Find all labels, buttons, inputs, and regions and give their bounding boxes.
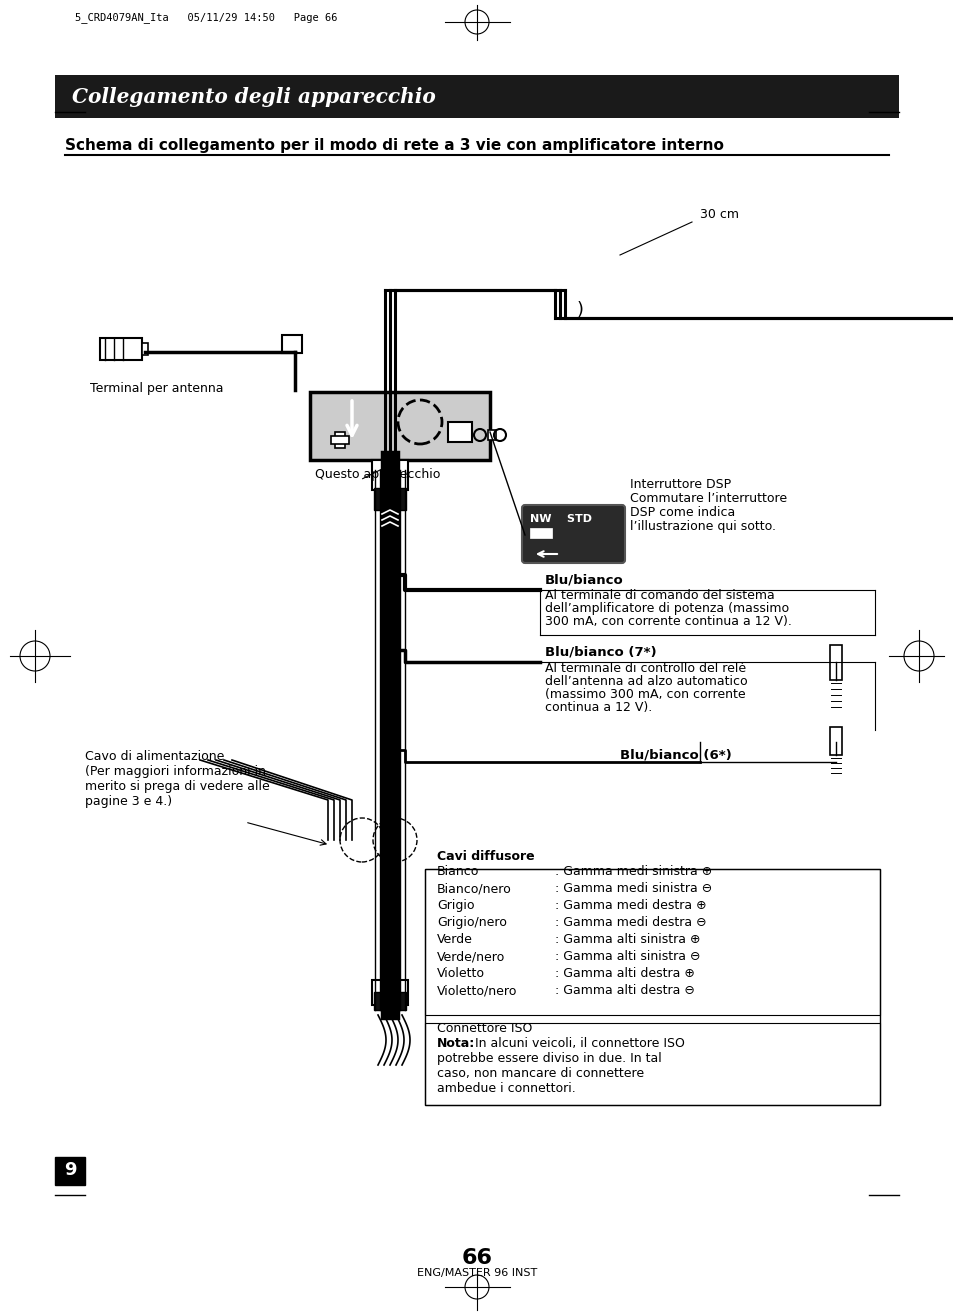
Text: Violetto: Violetto bbox=[436, 966, 484, 979]
Bar bbox=[829, 727, 841, 755]
Text: 300 mA, con corrente continua a 12 V).: 300 mA, con corrente continua a 12 V). bbox=[544, 614, 791, 628]
Text: dell’antenna ad alzo automatico: dell’antenna ad alzo automatico bbox=[544, 675, 747, 688]
Text: 30 cm: 30 cm bbox=[700, 207, 739, 221]
Bar bbox=[424, 869, 879, 1015]
Bar bbox=[335, 432, 345, 448]
Text: Al terminale di controllo del relè: Al terminale di controllo del relè bbox=[544, 662, 745, 675]
Bar bbox=[374, 488, 406, 509]
Text: Verde/nero: Verde/nero bbox=[436, 951, 505, 962]
Bar bbox=[424, 869, 879, 1106]
Bar bbox=[142, 343, 148, 355]
Text: Blu/bianco: Blu/bianco bbox=[544, 572, 623, 586]
Text: : Gamma alti sinistra ⊕: : Gamma alti sinistra ⊕ bbox=[555, 934, 700, 945]
Text: Verde: Verde bbox=[436, 934, 473, 945]
Text: Violetto/nero: Violetto/nero bbox=[436, 983, 517, 997]
Text: : Gamma alti destra ⊕: : Gamma alti destra ⊕ bbox=[555, 966, 694, 979]
Text: potrebbe essere diviso in due. In tal: potrebbe essere diviso in due. In tal bbox=[436, 1052, 661, 1065]
Text: l’illustrazione qui sotto.: l’illustrazione qui sotto. bbox=[629, 520, 775, 533]
Text: Questo apparecchio: Questo apparecchio bbox=[314, 467, 440, 481]
Text: pagine 3 e 4.): pagine 3 e 4.) bbox=[85, 794, 172, 807]
Bar bbox=[100, 337, 142, 360]
Text: NW    STD: NW STD bbox=[530, 513, 592, 524]
Text: Bianco: Bianco bbox=[436, 865, 478, 878]
Text: Cavo di alimentazione: Cavo di alimentazione bbox=[85, 750, 224, 763]
FancyBboxPatch shape bbox=[521, 506, 624, 563]
Text: : Gamma alti sinistra ⊖: : Gamma alti sinistra ⊖ bbox=[555, 951, 700, 962]
Text: Blu/bianco (7*): Blu/bianco (7*) bbox=[544, 645, 656, 658]
Text: Interruttore DSP: Interruttore DSP bbox=[629, 478, 730, 491]
Bar bbox=[829, 645, 841, 680]
Text: 5_CRD4079AN_Ita   05/11/29 14:50   Page 66: 5_CRD4079AN_Ita 05/11/29 14:50 Page 66 bbox=[75, 13, 337, 24]
Bar bbox=[55, 75, 898, 118]
Text: merito si prega di vedere alle: merito si prega di vedere alle bbox=[85, 780, 270, 793]
Text: Nota:: Nota: bbox=[436, 1037, 475, 1050]
Text: ambedue i connettori.: ambedue i connettori. bbox=[436, 1082, 576, 1095]
Text: 66: 66 bbox=[461, 1247, 492, 1268]
Text: (Per maggiori informazioni in: (Per maggiori informazioni in bbox=[85, 765, 266, 779]
Text: ): ) bbox=[577, 301, 583, 319]
Bar bbox=[282, 335, 302, 353]
Text: ENG/MASTER 96 INST: ENG/MASTER 96 INST bbox=[416, 1268, 537, 1278]
Text: : Gamma medi sinistra ⊖: : Gamma medi sinistra ⊖ bbox=[555, 882, 712, 895]
Bar bbox=[331, 436, 349, 444]
Text: Schema di collegamento per il modo di rete a 3 vie con amplificatore interno: Schema di collegamento per il modo di re… bbox=[65, 138, 723, 152]
Bar bbox=[374, 993, 406, 1010]
Text: caso, non mancare di connettere: caso, non mancare di connettere bbox=[436, 1067, 643, 1081]
Text: Connettore ISO: Connettore ISO bbox=[436, 1022, 532, 1035]
Text: : Gamma medi destra ⊕: : Gamma medi destra ⊕ bbox=[555, 899, 706, 913]
Text: Bianco/nero: Bianco/nero bbox=[436, 882, 511, 895]
Text: Blu/bianco (6*): Blu/bianco (6*) bbox=[619, 748, 731, 762]
Text: Cavi diffusore: Cavi diffusore bbox=[436, 850, 534, 863]
Text: : Gamma medi sinistra ⊕: : Gamma medi sinistra ⊕ bbox=[555, 865, 712, 878]
Text: Grigio/nero: Grigio/nero bbox=[436, 916, 506, 930]
Text: DSP come indica: DSP come indica bbox=[629, 506, 735, 519]
Text: : Gamma alti destra ⊖: : Gamma alti destra ⊖ bbox=[555, 983, 694, 997]
Text: Collegamento degli apparecchio: Collegamento degli apparecchio bbox=[71, 87, 436, 106]
Bar bbox=[310, 393, 490, 460]
Text: In alcuni veicoli, il connettore ISO: In alcuni veicoli, il connettore ISO bbox=[475, 1037, 684, 1050]
Bar bbox=[372, 460, 408, 490]
Bar bbox=[448, 421, 472, 442]
Bar bbox=[55, 1157, 85, 1186]
Bar bbox=[372, 979, 408, 1004]
Text: (massimo 300 mA, con corrente: (massimo 300 mA, con corrente bbox=[544, 688, 745, 701]
Text: Commutare l’interruttore: Commutare l’interruttore bbox=[629, 492, 786, 506]
Text: Terminal per antenna: Terminal per antenna bbox=[90, 382, 223, 395]
Bar bbox=[530, 528, 552, 538]
Text: continua a 12 V).: continua a 12 V). bbox=[544, 701, 652, 714]
Text: : Gamma medi destra ⊖: : Gamma medi destra ⊖ bbox=[555, 916, 706, 930]
Bar bbox=[424, 1023, 879, 1106]
Text: Al terminale di comando del sistema: Al terminale di comando del sistema bbox=[544, 590, 774, 601]
Text: Grigio: Grigio bbox=[436, 899, 474, 913]
Text: 9: 9 bbox=[64, 1161, 76, 1179]
Bar bbox=[488, 429, 496, 440]
Text: dell’amplificatore di potenza (massimo: dell’amplificatore di potenza (massimo bbox=[544, 601, 788, 614]
